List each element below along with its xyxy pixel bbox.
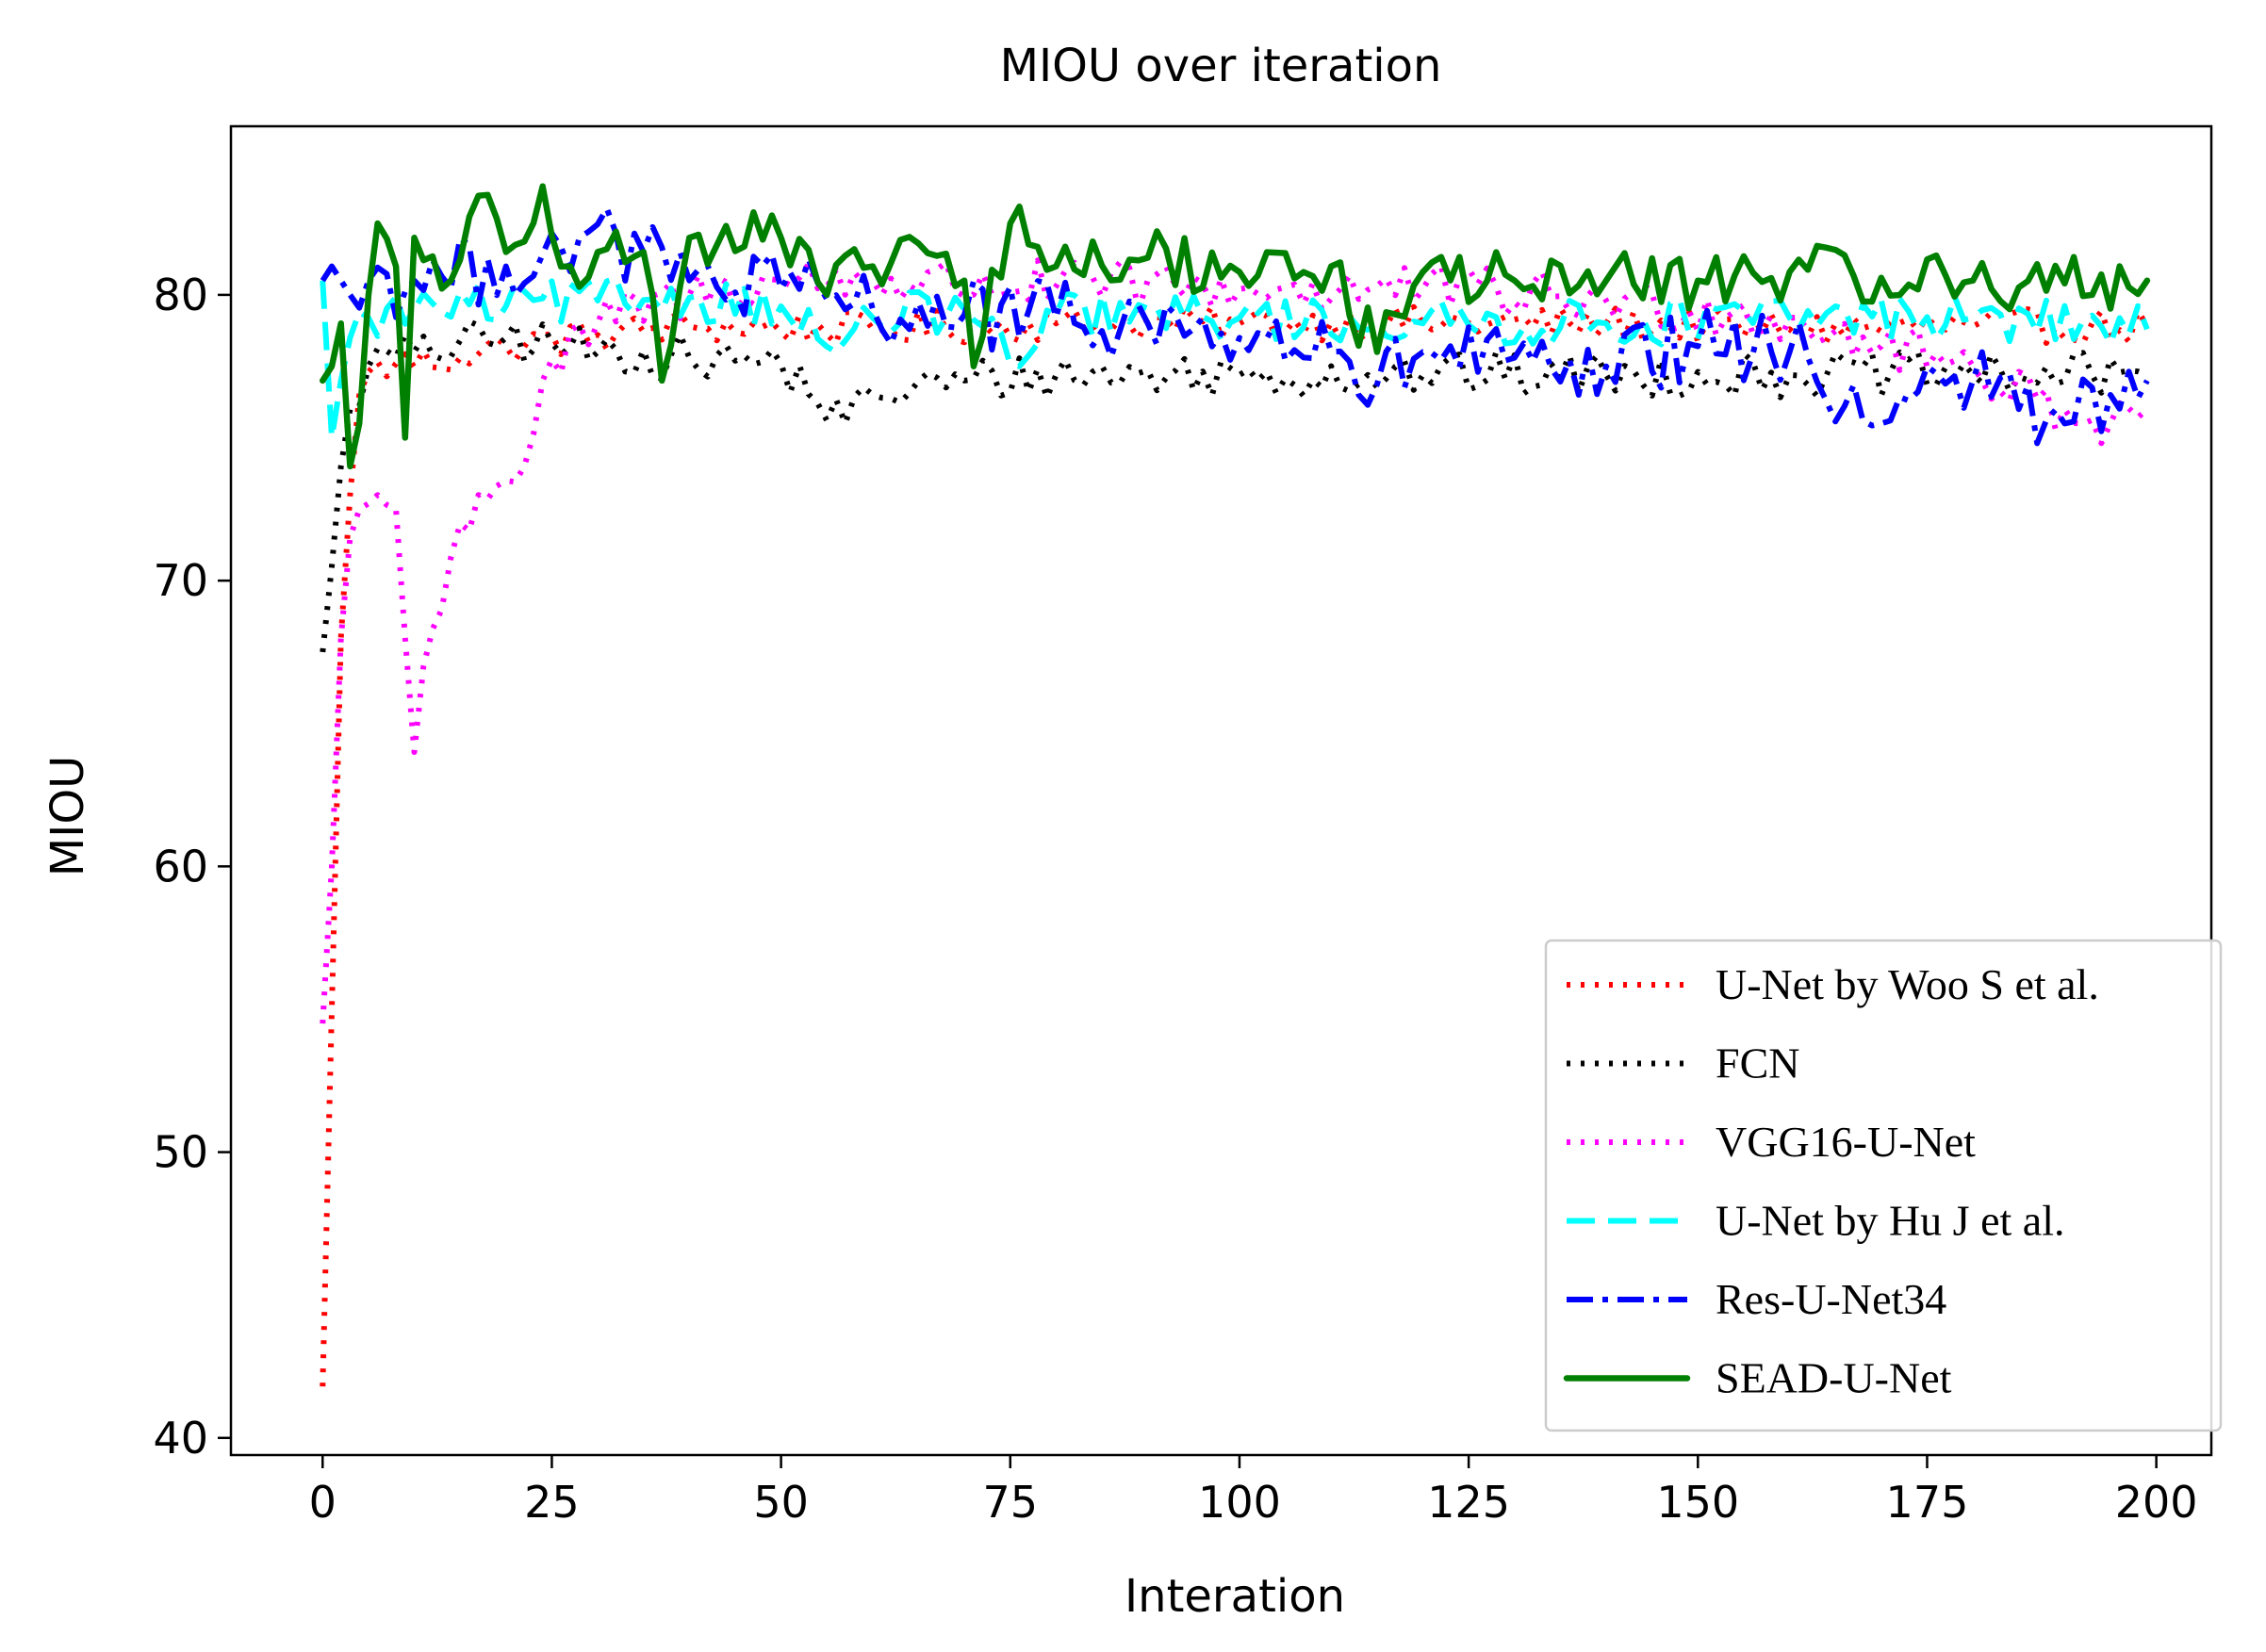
x-tick-label: 125 <box>1427 1477 1510 1528</box>
series-line-3 <box>320 257 2149 1024</box>
legend: U-Net by Woo S et al. FCN VGG16-U-Net U-Net… <box>1544 939 2223 1432</box>
y-axis: 40 50 60 70 80 <box>153 270 231 1464</box>
series-line-2 <box>320 319 2148 653</box>
y-tick-label: 80 <box>153 270 208 320</box>
y-tick-label: 40 <box>153 1413 208 1464</box>
x-tick-label: 175 <box>1886 1477 1969 1528</box>
x-tick-label: 25 <box>524 1477 580 1528</box>
series-layer <box>320 183 2151 1387</box>
legend-label: U-Net by Woo S et al. <box>1716 960 2099 1008</box>
x-tick-label: 50 <box>753 1477 809 1528</box>
x-axis-label: Interation <box>1125 1570 1345 1623</box>
x-tick-label: 100 <box>1198 1477 1281 1528</box>
series-line-6 <box>320 183 2151 470</box>
y-tick-label: 60 <box>153 841 208 891</box>
series-line-4 <box>320 275 2150 441</box>
x-tick-label: 0 <box>309 1477 337 1528</box>
legend-label: VGG16-U-Net <box>1716 1118 1976 1166</box>
x-axis: 0 25 50 75 100 125 150 175 200 <box>309 1455 2198 1528</box>
legend-label: U-Net by Hu J et al. <box>1716 1197 2064 1245</box>
chart-title: MIOU over iteration <box>1000 40 1442 92</box>
y-tick-label: 70 <box>153 555 208 606</box>
series-line-5 <box>320 205 2150 447</box>
legend-label: SEAD-U-Net <box>1716 1354 1952 1402</box>
legend-items: U-Net by Woo S et al. FCN VGG16-U-Net U-Net… <box>1563 960 2099 1402</box>
legend-label: Res-U-Net34 <box>1716 1275 1946 1323</box>
y-axis-label: MIOU <box>41 756 94 876</box>
legend-frame <box>1544 939 2223 1432</box>
plot-frame <box>229 124 2213 1457</box>
x-tick-label: 75 <box>983 1477 1039 1528</box>
y-tick-label: 50 <box>153 1127 208 1178</box>
x-tick-label: 200 <box>2115 1477 2198 1528</box>
x-tick-label: 150 <box>1656 1477 1739 1528</box>
legend-label: FCN <box>1716 1039 1799 1088</box>
